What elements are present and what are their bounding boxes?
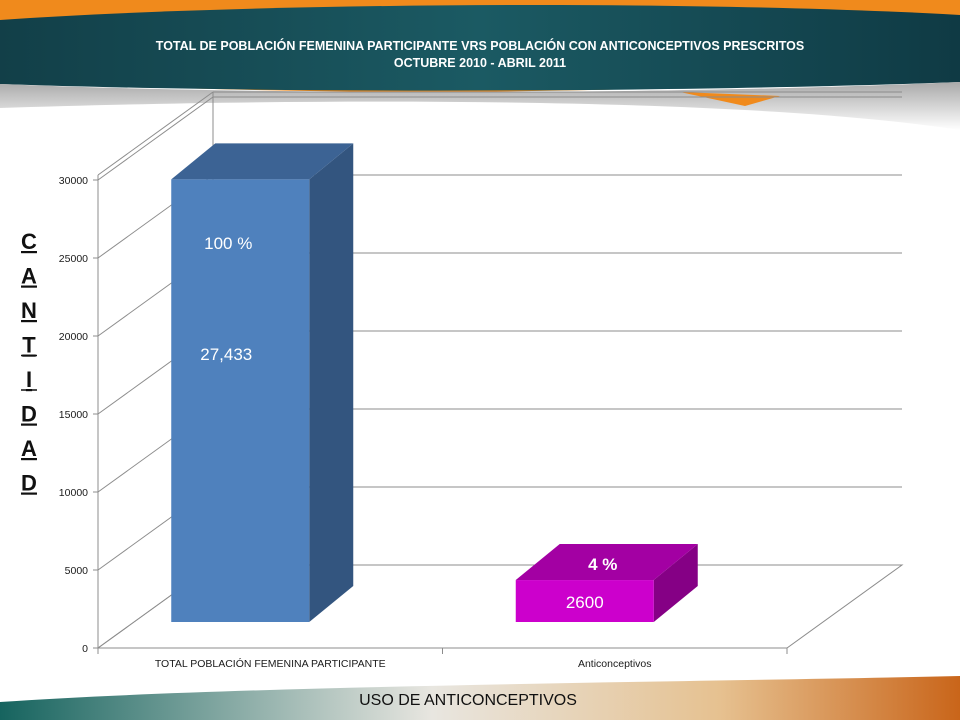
bar-side <box>309 143 354 623</box>
y-axis-title-letter: C <box>21 229 37 254</box>
y-axis-title-letter: T <box>22 333 36 358</box>
x-axis-labels: TOTAL POBLACIÓN FEMENINA PARTICIPANTE Ant… <box>155 657 652 670</box>
bar-side <box>653 544 698 622</box>
bar-top <box>515 544 698 581</box>
y-tick-label: 30000 <box>59 175 88 187</box>
gridline-side <box>97 96 214 181</box>
bar-percent-label: 4 % <box>588 555 617 574</box>
y-tick-label: 5000 <box>65 565 89 577</box>
y-axis-ticks: 0 5000 10000 15000 20000 25000 30000 <box>59 175 98 655</box>
bar-front <box>515 580 654 622</box>
y-tick-label: 0 <box>82 643 88 655</box>
y-tick-label: 20000 <box>59 331 88 343</box>
footer-band: USO DE ANTICONCEPTIVOS <box>0 676 960 720</box>
y-axis-title-letter: I <box>26 367 32 392</box>
y-axis-title-letter: A <box>21 264 37 289</box>
bar-value-label: 27,433 <box>200 345 252 364</box>
bar-2: 4 % 2600 <box>515 544 698 622</box>
footer-gradient <box>0 676 960 720</box>
y-axis-title-letter: N <box>21 298 37 323</box>
bar-1: 100 % 27,433 <box>171 143 354 623</box>
x-axis-title: USO DE ANTICONCEPTIVOS <box>359 692 577 709</box>
bar-percent-label: 100 % <box>204 234 252 253</box>
y-tick-label: 15000 <box>59 409 88 421</box>
bar-value-label: 2600 <box>566 593 604 612</box>
chart-bars: 100 % 27,433 4 % 2600 <box>171 143 698 623</box>
chart-title: TOTAL DE POBLACIÓN FEMENINA PARTICIPANTE… <box>156 38 804 53</box>
side-wall-top <box>97 91 214 176</box>
y-axis-title-letter: D <box>21 471 37 496</box>
bar-top <box>171 143 354 180</box>
y-tick-label: 10000 <box>59 487 88 499</box>
y-tick-label: 25000 <box>59 253 88 265</box>
x-tick-label: TOTAL POBLACIÓN FEMENINA PARTICIPANTE <box>155 657 386 670</box>
bar-front <box>171 179 310 623</box>
x-tick-label: Anticonceptivos <box>578 658 652 670</box>
header-teal-band <box>0 4 960 91</box>
y-axis-title-letter: D <box>21 402 37 427</box>
chart-subtitle: OCTUBRE 2010 - ABRIL 2011 <box>394 56 566 70</box>
header-banner: TOTAL DE POBLACIÓN FEMENINA PARTICIPANTE… <box>0 0 960 130</box>
chart-area: 0 5000 10000 15000 20000 25000 30000 100 % 27,4… <box>59 91 904 670</box>
orange-accent-shape <box>680 92 780 106</box>
y-axis-title-letter: A <box>21 436 37 461</box>
